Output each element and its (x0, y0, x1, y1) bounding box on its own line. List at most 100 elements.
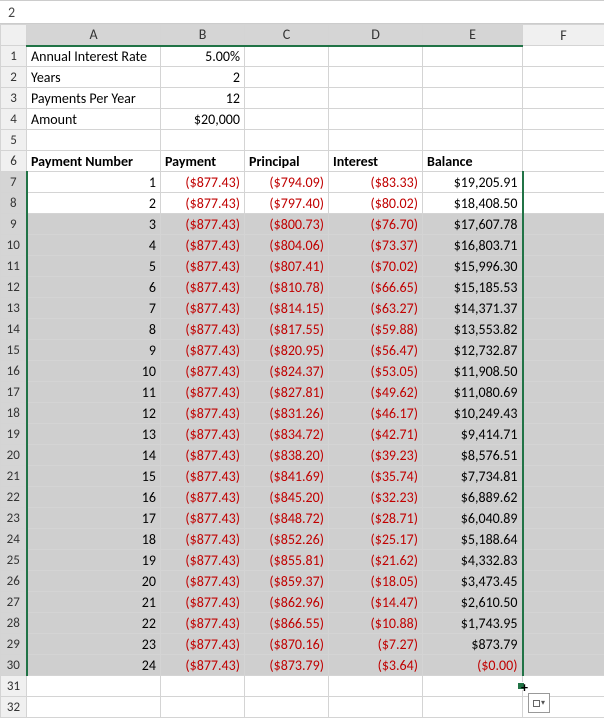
cell[interactable]: ($834.72) (245, 424, 329, 445)
cell[interactable] (27, 130, 161, 151)
cell[interactable] (161, 697, 245, 718)
cell[interactable]: ($21.62) (329, 550, 423, 571)
cell[interactable] (27, 676, 161, 697)
cell[interactable]: ($859.37) (245, 571, 329, 592)
row-header[interactable]: 11 (1, 256, 27, 277)
cell[interactable]: 2 (27, 193, 161, 214)
row-header[interactable]: 25 (1, 550, 27, 571)
cell[interactable]: $11,908.50 (423, 361, 523, 382)
cell[interactable] (245, 46, 329, 67)
cell[interactable]: ($76.70) (329, 214, 423, 235)
cell[interactable] (523, 130, 604, 151)
cell[interactable] (523, 67, 604, 88)
select-all-corner[interactable] (1, 25, 27, 46)
cell[interactable]: $15,185.53 (423, 277, 523, 298)
cell[interactable]: 24 (27, 655, 161, 676)
cell[interactable]: $11,080.69 (423, 382, 523, 403)
cell[interactable]: 5 (27, 256, 161, 277)
row-header[interactable]: 2 (1, 67, 27, 88)
cell[interactable]: ($877.43) (161, 319, 245, 340)
cell[interactable]: 3 (27, 214, 161, 235)
cell[interactable] (329, 46, 423, 67)
cell[interactable]: Payments Per Year (27, 88, 161, 109)
cell[interactable] (423, 67, 523, 88)
row-header[interactable]: 8 (1, 193, 27, 214)
cell[interactable]: ($66.65) (329, 277, 423, 298)
cell[interactable]: $873.79 (423, 634, 523, 655)
cell[interactable]: ($810.78) (245, 277, 329, 298)
cell[interactable] (423, 697, 523, 718)
cell[interactable]: ($873.79) (245, 655, 329, 676)
cell[interactable]: 21 (27, 592, 161, 613)
cell[interactable] (523, 424, 604, 445)
cell[interactable]: 10 (27, 361, 161, 382)
cell[interactable] (523, 445, 604, 466)
cell[interactable]: ($845.20) (245, 487, 329, 508)
row-header[interactable]: 7 (1, 172, 27, 193)
cell[interactable] (523, 340, 604, 361)
cell[interactable]: ($59.88) (329, 319, 423, 340)
cell[interactable] (423, 130, 523, 151)
cell[interactable]: ($866.55) (245, 613, 329, 634)
cell[interactable]: $10,249.43 (423, 403, 523, 424)
cell[interactable]: ($32.23) (329, 487, 423, 508)
cell[interactable]: $17,607.78 (423, 214, 523, 235)
cell[interactable] (329, 676, 423, 697)
cell[interactable]: $8,576.51 (423, 445, 523, 466)
cell[interactable]: ($814.15) (245, 298, 329, 319)
cell[interactable] (423, 46, 523, 67)
cell[interactable] (523, 151, 604, 172)
cell[interactable]: ($877.43) (161, 571, 245, 592)
autofill-options-button[interactable]: ▾ (528, 693, 550, 713)
cell[interactable]: $9,414.71 (423, 424, 523, 445)
cell[interactable]: 12 (161, 88, 245, 109)
cell[interactable] (523, 550, 604, 571)
cell[interactable]: ($3.64) (329, 655, 423, 676)
cell[interactable] (523, 319, 604, 340)
row-header[interactable]: 23 (1, 508, 27, 529)
cell[interactable]: ($877.43) (161, 550, 245, 571)
table-header[interactable]: Balance (423, 151, 523, 172)
cell[interactable]: ($56.47) (329, 340, 423, 361)
cell[interactable] (245, 676, 329, 697)
col-header-D[interactable]: D (329, 25, 423, 46)
cell[interactable] (523, 361, 604, 382)
cell[interactable]: $19,205.91 (423, 172, 523, 193)
row-header[interactable]: 29 (1, 634, 27, 655)
cell[interactable] (523, 634, 604, 655)
cell[interactable]: ($83.33) (329, 172, 423, 193)
cell[interactable]: $6,889.62 (423, 487, 523, 508)
cell[interactable]: ($838.20) (245, 445, 329, 466)
cell[interactable]: ($831.26) (245, 403, 329, 424)
cell[interactable] (245, 109, 329, 130)
cell[interactable] (423, 109, 523, 130)
cell[interactable] (523, 298, 604, 319)
cell[interactable]: $1,743.95 (423, 613, 523, 634)
cell[interactable] (523, 529, 604, 550)
cell[interactable]: 8 (27, 319, 161, 340)
cell[interactable]: ($877.43) (161, 634, 245, 655)
row-header[interactable]: 22 (1, 487, 27, 508)
cell[interactable]: ($824.37) (245, 361, 329, 382)
row-header[interactable]: 5 (1, 130, 27, 151)
cell[interactable]: ($841.69) (245, 466, 329, 487)
cell[interactable]: ($28.71) (329, 508, 423, 529)
cell[interactable]: ($42.71) (329, 424, 423, 445)
cell[interactable]: 20 (27, 571, 161, 592)
cell[interactable] (523, 235, 604, 256)
table-header[interactable]: Interest (329, 151, 423, 172)
cell[interactable] (523, 193, 604, 214)
cell[interactable]: $13,553.82 (423, 319, 523, 340)
cell[interactable]: ($877.43) (161, 340, 245, 361)
cell[interactable]: ($25.17) (329, 529, 423, 550)
cell[interactable]: 6 (27, 277, 161, 298)
cell[interactable]: 12 (27, 403, 161, 424)
cell[interactable]: 11 (27, 382, 161, 403)
cell[interactable] (523, 382, 604, 403)
cell[interactable] (523, 466, 604, 487)
cell[interactable] (423, 676, 523, 697)
cell[interactable] (245, 130, 329, 151)
cell[interactable]: 1 (27, 172, 161, 193)
cell[interactable]: ($877.43) (161, 214, 245, 235)
cell[interactable]: ($852.26) (245, 529, 329, 550)
